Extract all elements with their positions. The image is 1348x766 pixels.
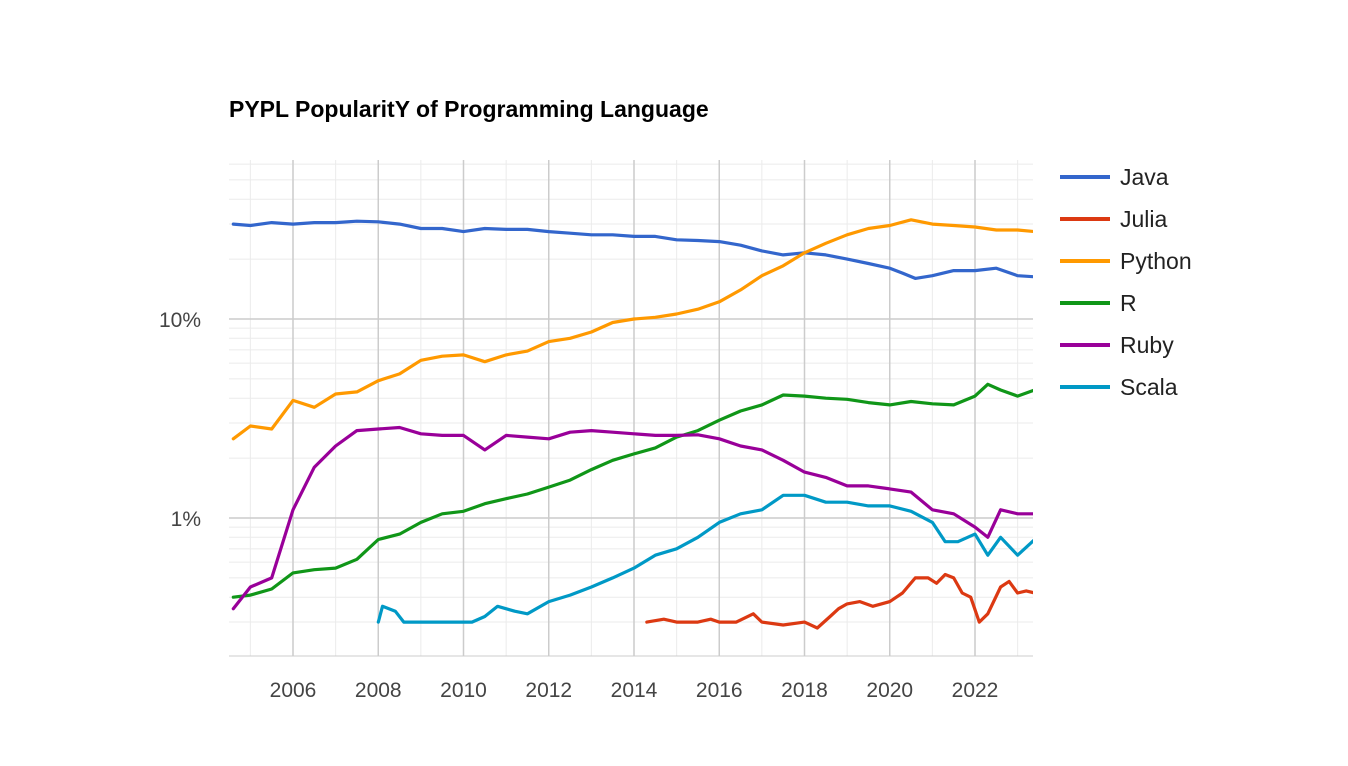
series-line-scala	[376, 493, 1033, 624]
legend: Java Julia Python R Ruby Scala	[1060, 164, 1192, 400]
y-tick-label: 1%	[171, 508, 201, 531]
x-tick-label: 2008	[355, 679, 402, 702]
x-tick-label: 2020	[866, 679, 913, 702]
legend-item-julia: Julia	[1060, 206, 1168, 232]
x-tick-label: 2006	[270, 679, 317, 702]
series-lines	[231, 218, 1033, 630]
series-line-python	[231, 218, 1033, 441]
legend-label: R	[1120, 290, 1137, 316]
legend-item-java: Java	[1060, 164, 1169, 190]
y-tick-label: 10%	[159, 309, 201, 332]
series-line-ruby	[231, 425, 1033, 611]
series-line-java	[231, 219, 1033, 280]
x-tick-label: 2010	[440, 679, 487, 702]
chart-title: PYPL PopularitY of Programming Language	[229, 96, 709, 122]
x-tick-label: 2016	[696, 679, 743, 702]
x-tick-label: 2018	[781, 679, 828, 702]
legend-item-python: Python	[1060, 248, 1192, 274]
minor-gridlines	[229, 160, 1033, 656]
legend-item-r: R	[1060, 290, 1137, 316]
x-tick-label: 2022	[952, 679, 999, 702]
legend-label: Julia	[1120, 206, 1168, 232]
legend-item-scala: Scala	[1060, 374, 1178, 400]
y-axis: 10% 1%	[159, 309, 201, 531]
x-axis: 2006 2008 2010 2012 2014 2016 2018 2020 2022	[270, 679, 999, 702]
x-tick-label: 2012	[525, 679, 572, 702]
series-line-r	[231, 382, 1033, 599]
legend-label: Ruby	[1120, 332, 1174, 358]
series-line-julia	[645, 572, 1033, 630]
legend-label: Scala	[1120, 374, 1178, 400]
legend-item-ruby: Ruby	[1060, 332, 1174, 358]
legend-label: Java	[1120, 164, 1169, 190]
legend-label: Python	[1120, 248, 1192, 274]
x-tick-label: 2014	[611, 679, 658, 702]
